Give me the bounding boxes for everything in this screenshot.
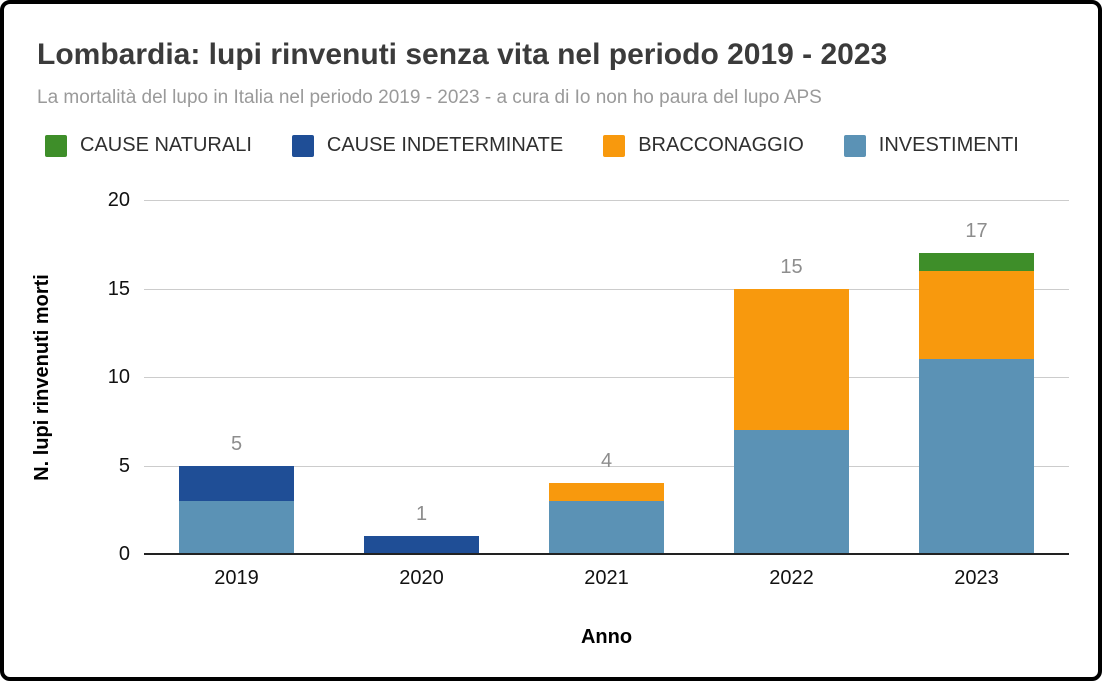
bar-column-2021: 4 [514,200,699,554]
bar-segment-cause_naturali [919,253,1034,271]
page-title: Lombardia: lupi rinvenuti senza vita nel… [37,38,888,71]
gridline [144,377,1069,378]
bar-segment-cause_indeterminate [179,465,294,501]
y-tick-label: 15 [107,277,130,300]
legend-swatch-icon [603,134,626,157]
bar-total-label: 15 [780,255,803,278]
legend-label: BRACCONAGGIO [638,134,804,156]
bars-row: 5 1 4 15 17 [144,200,1069,554]
legend-item-bracconaggio: BRACCONAGGIO [603,134,804,157]
x-tick-label: 2021 [584,567,629,589]
gridline [144,200,1069,201]
y-tick-label: 10 [107,366,130,388]
y-tick-label: 20 [107,189,130,211]
bar-total-label: 4 [600,450,613,473]
bar-segment-bracconaggio [919,270,1034,360]
x-tick-label: 2022 [769,567,814,589]
legend-item-cause-naturali: CAUSE NATURALI [45,134,252,157]
bar-total-label: 1 [415,503,428,526]
x-tick-label: 2019 [214,567,259,589]
y-axis-ticks: 0 5 10 15 20 [4,190,130,564]
y-tick-label: 0 [118,543,130,565]
x-axis-line [144,553,1069,555]
bar-segment-investimenti [549,500,664,554]
x-axis-labels: 2019 2020 2021 2022 2023 [144,567,1069,590]
legend-swatch-icon [45,134,67,157]
legend-swatch-icon [843,134,866,157]
legend-item-cause-indeterminate: CAUSE INDETERMINATE [291,134,564,157]
bar-segment-cause_indeterminate [364,536,479,554]
legend-label: CAUSE INDETERMINATE [326,134,564,156]
chart-legend: CAUSE NATURALI CAUSE INDETERMINATE BRACC… [45,134,1019,157]
x-tick-label: 2023 [954,567,999,589]
bar-column-2020: 1 [329,200,514,554]
legend-label: INVESTIMENTI [878,134,1019,156]
bar-column-2019: 5 [144,200,329,554]
legend-item-investimenti: INVESTIMENTI [843,134,1019,157]
x-tick-label: 2020 [399,567,444,589]
chart-subtitle: La mortalità del lupo in Italia nel peri… [37,87,822,108]
bar-segment-bracconaggio [549,483,664,501]
gridline [144,465,1069,467]
bar-column-2022: 15 [699,200,884,554]
x-axis-title: Anno [580,626,633,648]
bar-segment-bracconaggio [734,288,849,431]
legend-swatch-icon [291,134,314,157]
bar-total-label: 17 [965,220,988,243]
bar-segment-investimenti [179,500,294,554]
y-tick-label: 5 [118,454,130,477]
legend-label: CAUSE NATURALI [80,134,252,156]
bar-column-2023: 17 [884,200,1069,554]
gridline [144,288,1069,290]
bar-segment-investimenti [919,359,1034,554]
bar-segment-investimenti [734,430,849,554]
bar-total-label: 5 [230,432,243,455]
plot-area: 5 1 4 15 17 [144,200,1069,555]
